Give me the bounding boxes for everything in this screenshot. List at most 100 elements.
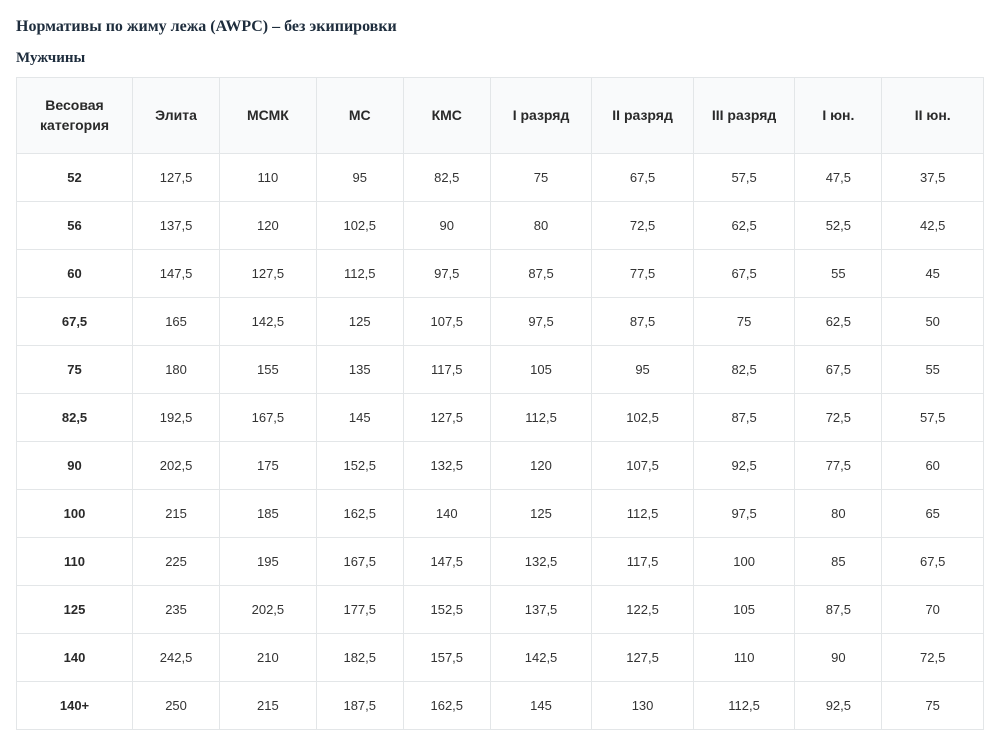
value-cell: 127,5 (592, 634, 694, 682)
value-cell: 75 (490, 154, 592, 202)
value-cell: 195 (220, 538, 317, 586)
value-cell: 107,5 (592, 442, 694, 490)
value-cell: 122,5 (592, 586, 694, 634)
value-cell: 105 (490, 346, 592, 394)
table-row: 75180155135117,51059582,567,555 (17, 346, 984, 394)
col-msmk: МСМК (220, 78, 317, 154)
value-cell: 147,5 (403, 538, 490, 586)
value-cell: 215 (133, 490, 220, 538)
value-cell: 137,5 (133, 202, 220, 250)
value-cell: 37,5 (882, 154, 984, 202)
table-row: 125235202,5177,5152,5137,5122,510587,570 (17, 586, 984, 634)
weight-cell: 125 (17, 586, 133, 634)
value-cell: 120 (220, 202, 317, 250)
table-row: 140242,5210182,5157,5142,5127,51109072,5 (17, 634, 984, 682)
value-cell: 112,5 (693, 682, 795, 730)
table-row: 67,5165142,5125107,597,587,57562,550 (17, 298, 984, 346)
value-cell: 97,5 (403, 250, 490, 298)
value-cell: 127,5 (403, 394, 490, 442)
value-cell: 97,5 (693, 490, 795, 538)
value-cell: 92,5 (693, 442, 795, 490)
col-youth1: I юн. (795, 78, 882, 154)
value-cell: 142,5 (220, 298, 317, 346)
value-cell: 67,5 (592, 154, 694, 202)
value-cell: 192,5 (133, 394, 220, 442)
value-cell: 132,5 (403, 442, 490, 490)
value-cell: 102,5 (316, 202, 403, 250)
value-cell: 75 (693, 298, 795, 346)
weight-cell: 67,5 (17, 298, 133, 346)
value-cell: 77,5 (795, 442, 882, 490)
standards-table: Весовая категория Элита МСМК МС КМС I ра… (16, 77, 984, 730)
value-cell: 77,5 (592, 250, 694, 298)
page-subtitle: Мужчины (16, 50, 984, 67)
value-cell: 70 (882, 586, 984, 634)
value-cell: 72,5 (795, 394, 882, 442)
value-cell: 80 (490, 202, 592, 250)
value-cell: 152,5 (403, 586, 490, 634)
value-cell: 57,5 (693, 154, 795, 202)
value-cell: 100 (693, 538, 795, 586)
value-cell: 145 (490, 682, 592, 730)
value-cell: 87,5 (795, 586, 882, 634)
table-row: 82,5192,5167,5145127,5112,5102,587,572,5… (17, 394, 984, 442)
value-cell: 75 (882, 682, 984, 730)
value-cell: 95 (592, 346, 694, 394)
value-cell: 50 (882, 298, 984, 346)
col-youth2: II юн. (882, 78, 984, 154)
value-cell: 102,5 (592, 394, 694, 442)
value-cell: 147,5 (133, 250, 220, 298)
value-cell: 107,5 (403, 298, 490, 346)
weight-cell: 60 (17, 250, 133, 298)
value-cell: 145 (316, 394, 403, 442)
weight-cell: 90 (17, 442, 133, 490)
value-cell: 127,5 (220, 250, 317, 298)
value-cell: 167,5 (316, 538, 403, 586)
value-cell: 112,5 (490, 394, 592, 442)
weight-cell: 56 (17, 202, 133, 250)
value-cell: 82,5 (403, 154, 490, 202)
table-row: 52127,51109582,57567,557,547,537,5 (17, 154, 984, 202)
value-cell: 57,5 (882, 394, 984, 442)
table-row: 140+250215187,5162,5145130112,592,575 (17, 682, 984, 730)
value-cell: 82,5 (693, 346, 795, 394)
value-cell: 117,5 (403, 346, 490, 394)
value-cell: 45 (882, 250, 984, 298)
weight-cell: 140+ (17, 682, 133, 730)
table-row: 100215185162,5140125112,597,58065 (17, 490, 984, 538)
value-cell: 135 (316, 346, 403, 394)
weight-cell: 52 (17, 154, 133, 202)
value-cell: 142,5 (490, 634, 592, 682)
value-cell: 92,5 (795, 682, 882, 730)
value-cell: 105 (693, 586, 795, 634)
col-rank3: III разряд (693, 78, 795, 154)
value-cell: 87,5 (592, 298, 694, 346)
value-cell: 167,5 (220, 394, 317, 442)
value-cell: 130 (592, 682, 694, 730)
value-cell: 62,5 (795, 298, 882, 346)
col-elite: Элита (133, 78, 220, 154)
value-cell: 225 (133, 538, 220, 586)
value-cell: 120 (490, 442, 592, 490)
page-title: Нормативы по жиму лежа (AWPC) – без экип… (16, 18, 984, 36)
value-cell: 152,5 (316, 442, 403, 490)
value-cell: 235 (133, 586, 220, 634)
value-cell: 185 (220, 490, 317, 538)
value-cell: 67,5 (882, 538, 984, 586)
weight-cell: 100 (17, 490, 133, 538)
value-cell: 90 (403, 202, 490, 250)
value-cell: 162,5 (403, 682, 490, 730)
value-cell: 112,5 (592, 490, 694, 538)
value-cell: 87,5 (693, 394, 795, 442)
value-cell: 95 (316, 154, 403, 202)
value-cell: 90 (795, 634, 882, 682)
value-cell: 127,5 (133, 154, 220, 202)
value-cell: 202,5 (220, 586, 317, 634)
value-cell: 175 (220, 442, 317, 490)
value-cell: 62,5 (693, 202, 795, 250)
value-cell: 55 (795, 250, 882, 298)
value-cell: 210 (220, 634, 317, 682)
value-cell: 215 (220, 682, 317, 730)
value-cell: 165 (133, 298, 220, 346)
value-cell: 177,5 (316, 586, 403, 634)
